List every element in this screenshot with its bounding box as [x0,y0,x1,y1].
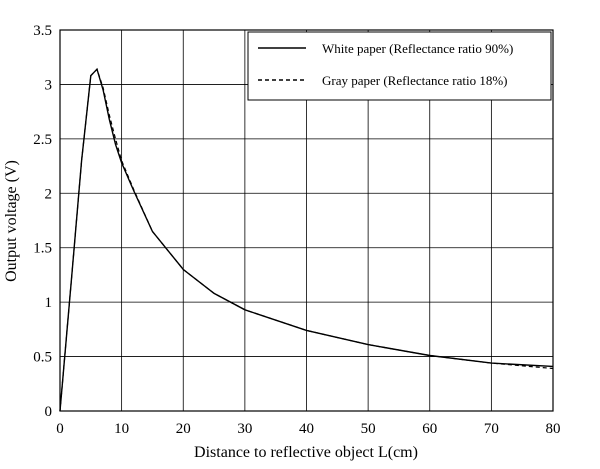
y-tick-label: 0 [45,404,53,420]
y-tick-label: 3.5 [33,23,52,39]
x-tick-label: 10 [114,421,129,437]
x-tick-labels: 0 10 20 30 40 50 60 70 80 [56,421,560,437]
y-tick-label: 2 [45,186,53,202]
series-lines [59,67,554,412]
y-axis-title: Output voltage (V) [3,160,20,282]
plot-frame [59,29,554,412]
legend-label: Gray paper (Reflectance ratio 18%) [322,73,508,88]
series-line-gray-paper [59,68,554,412]
y-tick-label: 0.5 [33,350,52,366]
x-tick-label: 40 [299,421,314,437]
x-tick-label: 50 [361,421,376,437]
x-tick-label: 20 [176,421,191,437]
y-tick-labels: 0 0.5 1 1.5 2 2.5 3 3.5 [33,23,52,420]
y-tick-label: 1.5 [33,241,52,257]
y-tick-label: 1 [45,295,53,311]
legend: White paper (Reflectance ratio 90%) Gray … [247,31,552,101]
x-axis-title: Distance to reflective object L(cm) [194,444,418,461]
x-tick-label: 60 [422,421,437,437]
legend-label: White paper (Reflectance ratio 90%) [322,41,513,56]
x-tick-label: 30 [237,421,252,437]
y-tick-label: 3 [45,77,53,93]
x-tick-label: 80 [546,421,561,437]
legend-box [247,31,552,101]
x-tick-label: 0 [56,421,64,437]
x-tick-label: 70 [484,421,499,437]
y-tick-label: 2.5 [33,132,52,148]
